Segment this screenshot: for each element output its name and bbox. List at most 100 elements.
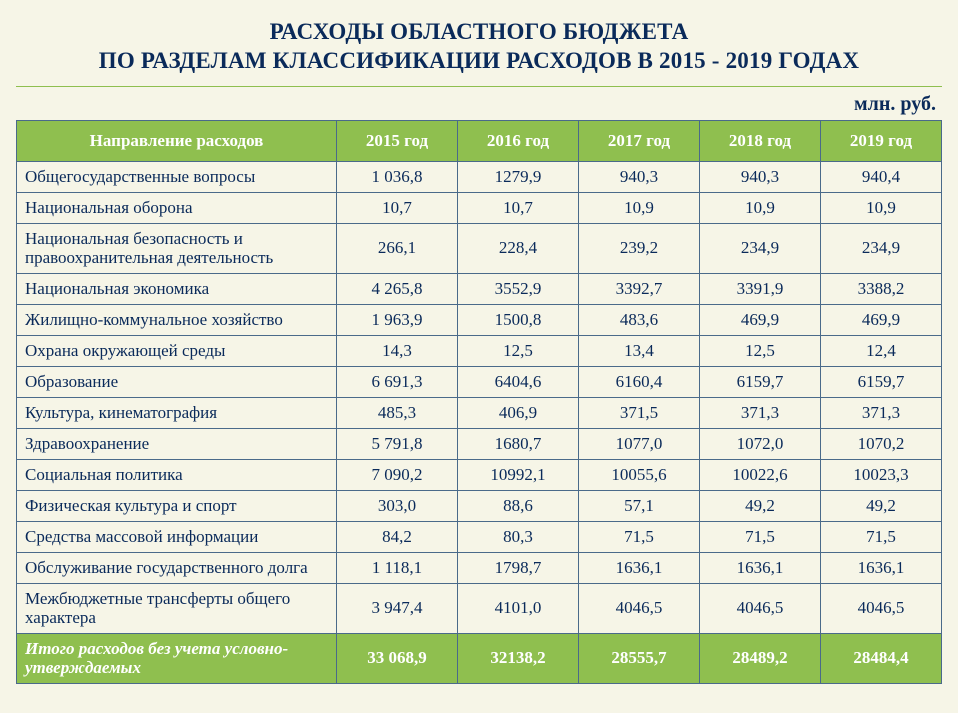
row-value-3: 12,5	[700, 335, 821, 366]
row-value-0: 266,1	[337, 223, 458, 273]
row-value-3: 940,3	[700, 161, 821, 192]
row-value-0: 1 118,1	[337, 552, 458, 583]
total-value-1: 32138,2	[458, 633, 579, 683]
row-value-3: 3391,9	[700, 273, 821, 304]
row-name: Охрана окружающей среды	[17, 335, 337, 366]
row-value-3: 49,2	[700, 490, 821, 521]
title-divider	[16, 86, 942, 87]
row-value-4: 940,4	[821, 161, 942, 192]
row-value-2: 4046,5	[579, 583, 700, 633]
table-row: Национальная экономика4 265,83552,93392,…	[17, 273, 942, 304]
table-row: Охрана окружающей среды14,312,513,412,51…	[17, 335, 942, 366]
row-value-4: 3388,2	[821, 273, 942, 304]
row-name: Национальная оборона	[17, 192, 337, 223]
row-value-1: 1680,7	[458, 428, 579, 459]
col-header-2015: 2015 год	[337, 120, 458, 161]
row-value-2: 940,3	[579, 161, 700, 192]
row-value-2: 57,1	[579, 490, 700, 521]
row-value-3: 10022,6	[700, 459, 821, 490]
total-value-0: 33 068,9	[337, 633, 458, 683]
row-name: Межбюджетные трансферты общего характера	[17, 583, 337, 633]
row-value-0: 14,3	[337, 335, 458, 366]
table-total-row: Итого расходов без учета условно-утвержд…	[17, 633, 942, 683]
row-value-1: 1798,7	[458, 552, 579, 583]
row-name: Социальная политика	[17, 459, 337, 490]
row-value-1: 10,7	[458, 192, 579, 223]
row-value-4: 12,4	[821, 335, 942, 366]
row-value-4: 234,9	[821, 223, 942, 273]
row-name: Национальная экономика	[17, 273, 337, 304]
row-value-4: 1070,2	[821, 428, 942, 459]
table-row: Национальная оборона10,710,710,910,910,9	[17, 192, 942, 223]
title-line-1: РАСХОДЫ ОБЛАСТНОГО БЮДЖЕТА	[270, 19, 689, 44]
table-row: Социальная политика7 090,210992,110055,6…	[17, 459, 942, 490]
row-value-2: 371,5	[579, 397, 700, 428]
page-title: РАСХОДЫ ОБЛАСТНОГО БЮДЖЕТА ПО РАЗДЕЛАМ К…	[16, 18, 942, 76]
table-row: Межбюджетные трансферты общего характера…	[17, 583, 942, 633]
units-label: млн. руб.	[16, 93, 936, 116]
row-value-3: 10,9	[700, 192, 821, 223]
row-value-3: 4046,5	[700, 583, 821, 633]
table-row: Культура, кинематография485,3406,9371,53…	[17, 397, 942, 428]
row-name: Культура, кинематография	[17, 397, 337, 428]
table-row: Обслуживание государственного долга1 118…	[17, 552, 942, 583]
row-value-2: 6160,4	[579, 366, 700, 397]
table-row: Физическая культура и спорт303,088,657,1…	[17, 490, 942, 521]
row-value-0: 1 963,9	[337, 304, 458, 335]
row-value-3: 234,9	[700, 223, 821, 273]
title-line-2: ПО РАЗДЕЛАМ КЛАССИФИКАЦИИ РАСХОДОВ В 201…	[99, 48, 859, 73]
row-value-4: 371,3	[821, 397, 942, 428]
table-header-row: Направление расходов 2015 год 2016 год 2…	[17, 120, 942, 161]
row-value-4: 1636,1	[821, 552, 942, 583]
row-value-4: 10,9	[821, 192, 942, 223]
budget-table: Направление расходов 2015 год 2016 год 2…	[16, 120, 942, 684]
row-value-2: 239,2	[579, 223, 700, 273]
row-value-0: 7 090,2	[337, 459, 458, 490]
row-value-1: 6404,6	[458, 366, 579, 397]
row-value-2: 10,9	[579, 192, 700, 223]
row-value-1: 406,9	[458, 397, 579, 428]
total-value-2: 28555,7	[579, 633, 700, 683]
row-value-1: 80,3	[458, 521, 579, 552]
row-value-3: 469,9	[700, 304, 821, 335]
row-value-0: 5 791,8	[337, 428, 458, 459]
row-value-2: 3392,7	[579, 273, 700, 304]
row-value-3: 6159,7	[700, 366, 821, 397]
row-value-0: 10,7	[337, 192, 458, 223]
row-value-4: 49,2	[821, 490, 942, 521]
row-value-0: 485,3	[337, 397, 458, 428]
table-row: Национальная безопасность и правоохранит…	[17, 223, 942, 273]
table-row: Жилищно-коммунальное хозяйство1 963,9150…	[17, 304, 942, 335]
row-value-1: 1279,9	[458, 161, 579, 192]
table-row: Образование6 691,36404,66160,46159,76159…	[17, 366, 942, 397]
row-value-0: 1 036,8	[337, 161, 458, 192]
row-value-1: 228,4	[458, 223, 579, 273]
row-value-3: 71,5	[700, 521, 821, 552]
row-value-3: 371,3	[700, 397, 821, 428]
row-name: Здравоохранение	[17, 428, 337, 459]
row-name: Образование	[17, 366, 337, 397]
row-value-1: 3552,9	[458, 273, 579, 304]
total-value-3: 28489,2	[700, 633, 821, 683]
page: РАСХОДЫ ОБЛАСТНОГО БЮДЖЕТА ПО РАЗДЕЛАМ К…	[0, 0, 958, 713]
row-value-1: 10992,1	[458, 459, 579, 490]
row-name: Физическая культура и спорт	[17, 490, 337, 521]
row-name: Жилищно-коммунальное хозяйство	[17, 304, 337, 335]
col-header-name: Направление расходов	[17, 120, 337, 161]
total-value-4: 28484,4	[821, 633, 942, 683]
row-value-1: 1500,8	[458, 304, 579, 335]
row-value-3: 1072,0	[700, 428, 821, 459]
row-value-4: 10023,3	[821, 459, 942, 490]
row-name: Обслуживание государственного долга	[17, 552, 337, 583]
row-value-0: 3 947,4	[337, 583, 458, 633]
table-body: Общегосударственные вопросы1 036,81279,9…	[17, 161, 942, 683]
table-header: Направление расходов 2015 год 2016 год 2…	[17, 120, 942, 161]
table-row: Средства массовой информации84,280,371,5…	[17, 521, 942, 552]
row-value-4: 71,5	[821, 521, 942, 552]
row-value-2: 1636,1	[579, 552, 700, 583]
total-name: Итого расходов без учета условно-утвержд…	[17, 633, 337, 683]
row-value-0: 303,0	[337, 490, 458, 521]
row-value-3: 1636,1	[700, 552, 821, 583]
row-value-0: 6 691,3	[337, 366, 458, 397]
row-value-1: 4101,0	[458, 583, 579, 633]
